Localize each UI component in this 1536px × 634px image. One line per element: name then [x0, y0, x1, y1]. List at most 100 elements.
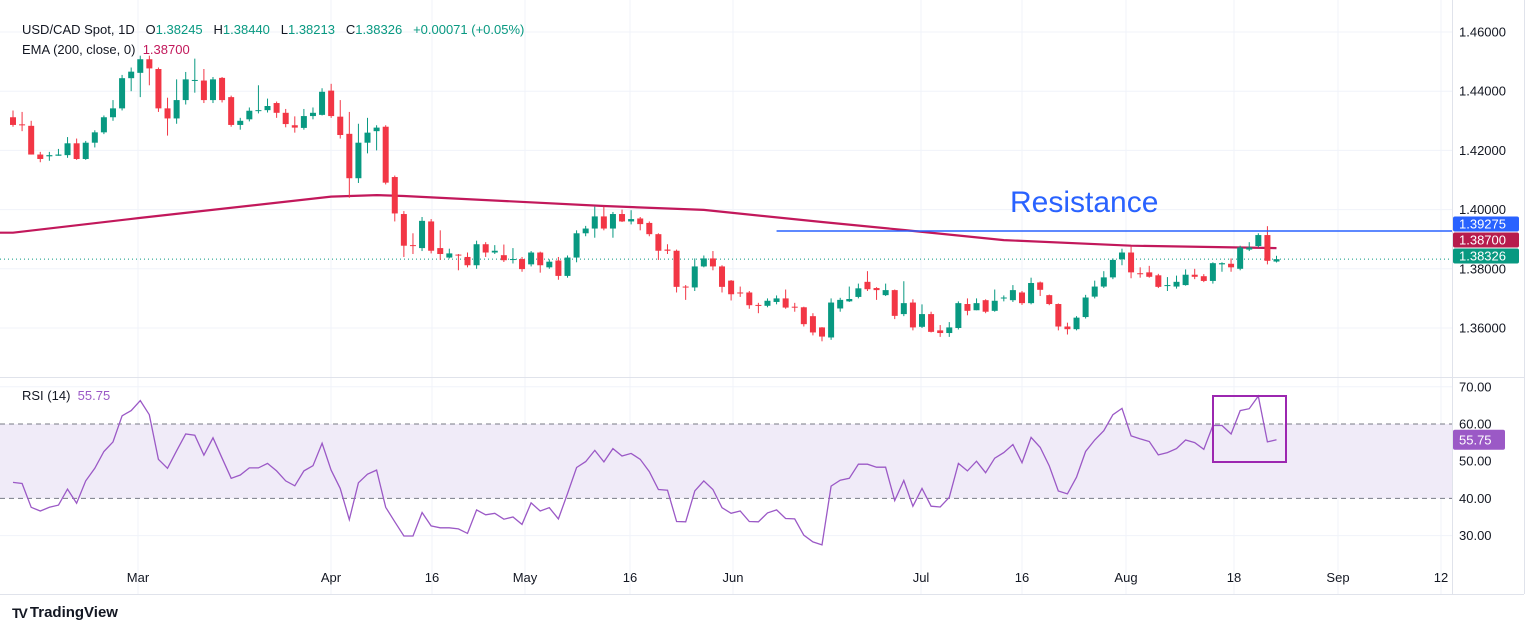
- candle-body: [773, 298, 780, 302]
- candle-body: [228, 97, 235, 125]
- candle: [1273, 255, 1280, 263]
- candle-body: [1246, 247, 1253, 250]
- candle: [500, 244, 507, 262]
- time-axis[interactable]: Mar Apr 16 May 16 Jun Jul 16 Aug 18 Sep 12: [127, 570, 1448, 585]
- candle: [855, 283, 862, 299]
- candle: [200, 69, 207, 104]
- candle: [619, 209, 626, 223]
- last-price-tag-text: 1.38326: [1459, 249, 1506, 264]
- time-axis-label: Sep: [1326, 570, 1349, 585]
- candle: [537, 251, 544, 273]
- candle: [82, 140, 89, 160]
- time-axis-label: 12: [1434, 570, 1448, 585]
- high-value: 1.38440: [222, 22, 270, 37]
- candle-body: [582, 228, 589, 234]
- candle-body: [555, 260, 562, 276]
- rsi-axis[interactable]: 70.00 60.00 50.00 40.00 30.00: [1459, 379, 1492, 543]
- candle: [73, 138, 80, 160]
- time-axis-label: Jun: [723, 570, 744, 585]
- candle-body: [637, 218, 644, 225]
- candle: [355, 123, 362, 183]
- candle: [964, 298, 971, 316]
- resistance-label[interactable]: Resistance: [1010, 186, 1158, 219]
- candle: [791, 302, 798, 312]
- candle-body: [300, 116, 307, 128]
- candle-body: [837, 299, 844, 309]
- candle-body: [264, 106, 271, 111]
- candle: [864, 271, 871, 291]
- rsi-legend-value: 55.75: [77, 388, 111, 403]
- candle-body: [964, 304, 971, 311]
- candle-body: [491, 250, 498, 253]
- candle-body: [655, 234, 662, 251]
- candle: [591, 206, 598, 238]
- candle: [764, 298, 771, 308]
- rsi-legend[interactable]: RSI (14) 55.75: [22, 388, 110, 403]
- candle-body: [1173, 281, 1180, 287]
- candle: [382, 125, 389, 185]
- candle-body: [746, 292, 753, 306]
- candle-body: [1164, 285, 1171, 287]
- candle-body: [309, 112, 316, 117]
- candle-body: [391, 177, 398, 214]
- candle-body: [437, 248, 444, 254]
- candle-body: [873, 288, 880, 291]
- candle: [746, 291, 753, 309]
- candle: [819, 327, 826, 342]
- close-label: C: [345, 22, 356, 37]
- candle: [564, 255, 571, 278]
- candle: [446, 248, 453, 259]
- candle-body: [209, 79, 216, 101]
- time-axis-label: Aug: [1114, 570, 1137, 585]
- candle: [809, 313, 816, 336]
- candle-body: [664, 249, 671, 251]
- candle-body: [64, 143, 71, 156]
- time-axis-label: 16: [425, 570, 439, 585]
- candle-body: [409, 245, 416, 247]
- price-axis-label: 1.44000: [1459, 84, 1506, 99]
- price-axis-label: 1.38000: [1459, 261, 1506, 276]
- rsi-highlight-box[interactable]: [1212, 395, 1287, 463]
- price-axis-label: 1.42000: [1459, 143, 1506, 158]
- tradingview-brand[interactable]: TV TradingView: [12, 604, 118, 621]
- candle-body: [155, 69, 162, 109]
- candle-body: [800, 307, 807, 325]
- open-label: O: [145, 22, 156, 37]
- candle: [928, 311, 935, 333]
- price-axis[interactable]: 1.46000 1.44000 1.42000 1.40000 1.38000 1.360…: [1459, 25, 1506, 336]
- symbol-legend[interactable]: USD/CAD Spot, 1D O1.38245 H1.38440 L1.38…: [22, 22, 524, 37]
- candle: [1246, 242, 1253, 252]
- candle-body: [928, 314, 935, 332]
- rsi-tag: 55.75: [1453, 429, 1505, 450]
- price-axis-label: 1.46000: [1459, 25, 1506, 40]
- candle-body: [937, 330, 944, 334]
- candle-body: [809, 316, 816, 333]
- candle-body: [100, 117, 107, 133]
- open-value: 1.38245: [155, 22, 203, 37]
- candle: [273, 101, 280, 118]
- candle: [182, 71, 189, 105]
- candle: [628, 210, 635, 225]
- candle: [664, 244, 671, 254]
- candle: [937, 325, 944, 337]
- candle: [919, 304, 925, 328]
- candle-body: [37, 154, 44, 159]
- candle-body: [364, 132, 371, 143]
- candle-body: [1182, 274, 1189, 286]
- candle: [64, 137, 71, 158]
- resistance-price-tag: 1.39275: [1453, 216, 1519, 232]
- candle-body: [464, 256, 471, 266]
- candle-body: [446, 253, 453, 258]
- resistance-price-tag-bg: [1453, 216, 1519, 232]
- candle-body: [346, 133, 353, 179]
- ema-legend[interactable]: EMA (200, close, 0) 1.38700: [22, 42, 190, 57]
- candle-body: [1091, 286, 1098, 297]
- change-value: +0.00071 (+0.05%): [413, 22, 525, 37]
- candle-body: [728, 280, 735, 295]
- time-axis-label: May: [513, 570, 538, 585]
- rsi-level-lines: [0, 423, 1452, 499]
- resistance-price-tag-text: 1.39275: [1459, 217, 1506, 232]
- candle-body: [119, 78, 126, 109]
